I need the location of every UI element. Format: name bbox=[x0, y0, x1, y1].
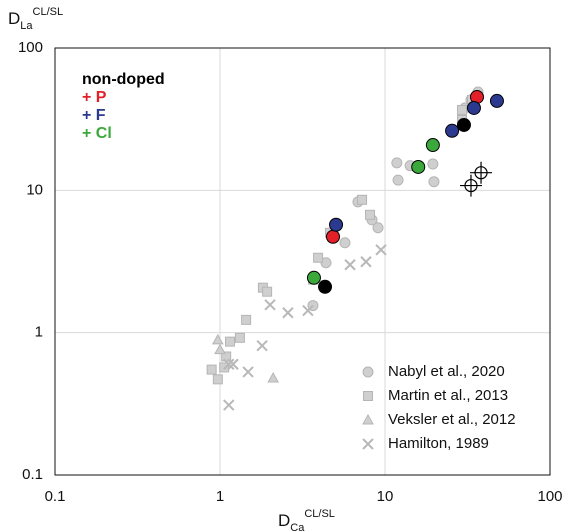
x-tick-label: 100 bbox=[537, 488, 562, 505]
point bbox=[392, 174, 404, 186]
point bbox=[306, 270, 321, 285]
point bbox=[206, 364, 217, 375]
point bbox=[211, 333, 224, 345]
point bbox=[344, 259, 356, 271]
point bbox=[456, 117, 471, 132]
x-label-sup: CL/SL bbox=[304, 508, 335, 520]
point bbox=[360, 256, 372, 268]
point bbox=[227, 358, 239, 370]
y-label-sup: CL/SL bbox=[33, 6, 64, 18]
point bbox=[445, 123, 460, 138]
y-tick-label: 100 bbox=[18, 39, 43, 56]
plot-frame bbox=[54, 47, 551, 476]
legend-marker bbox=[362, 366, 374, 378]
x-tick-label: 0.1 bbox=[45, 488, 66, 505]
legend-label: Veksler et al., 2012 bbox=[388, 411, 516, 428]
point bbox=[372, 222, 384, 234]
x-tick-label: 1 bbox=[216, 488, 224, 505]
point bbox=[474, 166, 488, 180]
point bbox=[325, 229, 340, 244]
legend-marker bbox=[362, 413, 374, 425]
legend-label: Martin et al., 2013 bbox=[388, 387, 508, 404]
point bbox=[464, 178, 478, 193]
point bbox=[223, 358, 235, 370]
legend-label: non-doped bbox=[82, 71, 165, 88]
point bbox=[427, 158, 439, 170]
legend-label: Nabyl et al., 2020 bbox=[388, 363, 505, 380]
point bbox=[267, 372, 280, 383]
point-crosshair bbox=[459, 174, 482, 197]
point bbox=[457, 104, 468, 115]
point bbox=[411, 159, 426, 174]
y-tick-label: 10 bbox=[26, 181, 43, 198]
legend-label: + P bbox=[82, 89, 107, 106]
point bbox=[242, 366, 254, 378]
point bbox=[357, 194, 368, 205]
point bbox=[329, 217, 344, 232]
y-tick-label: 1 bbox=[35, 324, 43, 341]
x-tick-label: 10 bbox=[377, 488, 394, 505]
point bbox=[214, 343, 226, 355]
point bbox=[428, 176, 440, 188]
point bbox=[489, 93, 504, 108]
point bbox=[364, 209, 375, 220]
y-axis-label: DLaCL/SL bbox=[8, 6, 63, 32]
point-crosshair bbox=[470, 161, 493, 184]
legend-marker bbox=[363, 391, 373, 401]
x-axis-label: DCa CL/SL bbox=[278, 508, 335, 532]
point bbox=[256, 339, 268, 352]
point bbox=[225, 336, 236, 347]
y-label-main: D bbox=[8, 9, 20, 28]
legend-marker bbox=[362, 438, 374, 450]
point bbox=[391, 157, 403, 169]
point bbox=[223, 399, 235, 411]
x-label-sub: Ca bbox=[290, 522, 305, 532]
point bbox=[241, 314, 252, 325]
point bbox=[318, 279, 333, 294]
legend-label: Hamilton, 1989 bbox=[388, 435, 489, 452]
y-tick-label: 0.1 bbox=[22, 466, 43, 483]
legend-label: + F bbox=[82, 107, 106, 124]
point bbox=[282, 307, 294, 319]
point bbox=[234, 332, 245, 343]
point bbox=[425, 138, 440, 153]
y-label-sub: La bbox=[20, 20, 33, 32]
point bbox=[375, 244, 387, 256]
point bbox=[212, 374, 223, 385]
point bbox=[264, 299, 276, 311]
point bbox=[313, 252, 324, 263]
point bbox=[302, 304, 314, 317]
point bbox=[339, 237, 351, 249]
point bbox=[262, 286, 273, 297]
x-label-main: D bbox=[278, 511, 290, 530]
legend-label: + Cl bbox=[82, 125, 112, 142]
point bbox=[466, 100, 481, 115]
